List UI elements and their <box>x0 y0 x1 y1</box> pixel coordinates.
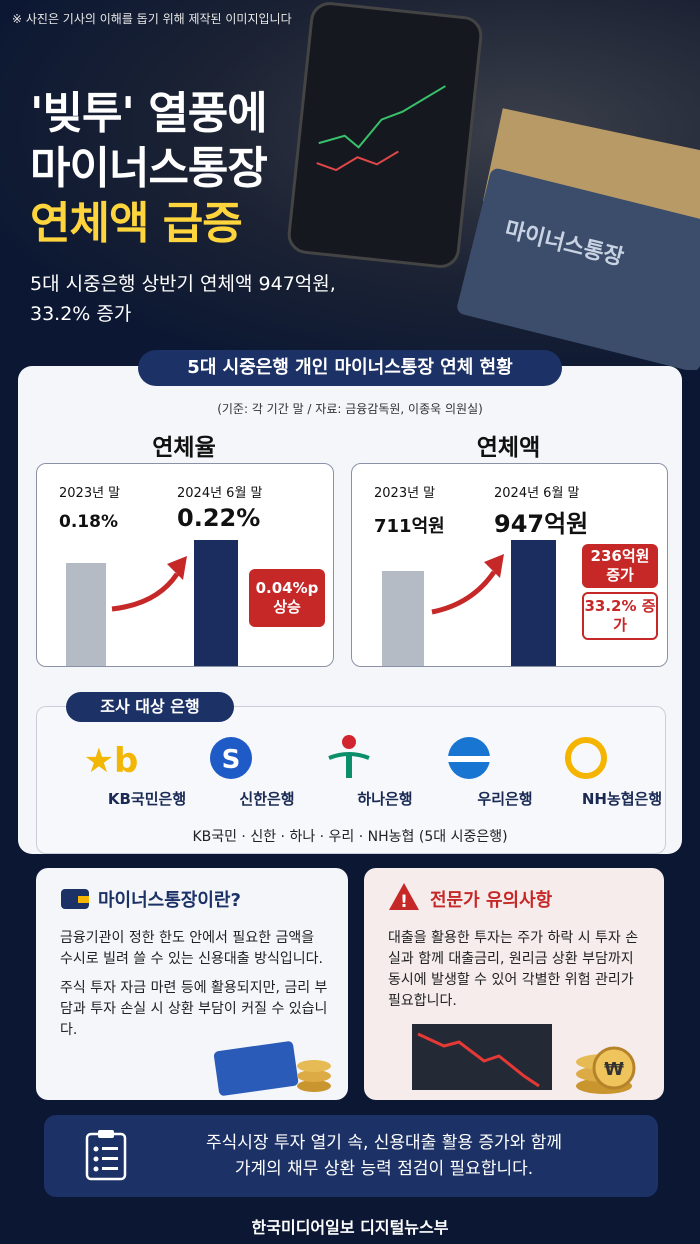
headline-line: 연체액 급증 <box>30 198 243 249</box>
bank-name: KB국민은행 <box>107 790 187 808</box>
bar <box>382 571 424 666</box>
conclusion-banner: 주식시장 투자 열기 속, 신용대출 활용 증가와 함께 가계의 채무 상환 능… <box>44 1115 658 1197</box>
decline-illustration: ₩ <box>412 1024 636 1094</box>
bar <box>66 562 106 666</box>
svg-text:!: ! <box>400 892 408 912</box>
banks-box <box>36 706 666 854</box>
bar <box>194 540 238 666</box>
bank-name: NH농협은행 <box>581 790 663 808</box>
warning-icon: ! <box>389 883 419 912</box>
headline-line: 마이너스통장 <box>30 143 268 194</box>
warning-text: 대출을 활용한 투자는 주가 하락 시 투자 손실과 함께 대출금리, 원리금 … <box>388 928 644 1020</box>
info-title: 마이너스통장이란? <box>98 890 241 911</box>
info-paragraph: 금융기관이 정한 한도 안에서 필요한 금액을 수시로 빌려 쓸 수 있는 신용… <box>60 930 323 967</box>
conclusion-line: 가계의 채무 상환 능력 점검이 필요합니다. <box>234 1159 534 1180</box>
bar <box>511 540 556 666</box>
footer: 한국미디어일보 디지털뉴스부 <box>251 1218 449 1237</box>
value-label: 0.22% <box>177 504 261 532</box>
hero-photo: 마이너스통장 ※ 사진은 기사의 이해를 돕기 위해 제작된 이미지입니다 '빚… <box>0 0 700 370</box>
annotation: 33.2% 증가 <box>582 592 658 640</box>
category-label: 2023년 말 <box>374 486 436 501</box>
bank-name: 우리은행 <box>477 790 533 808</box>
info-card: 마이너스통장이란? 금융기관이 정한 한도 안에서 필요한 금액을 수시로 빌려… <box>36 868 348 1100</box>
checklist-icon <box>85 1130 127 1181</box>
warning-title: 전문가 유의사항 <box>430 890 553 911</box>
chart-box: 2023년 말 711억원 2024년 6월 말 947억원 236억원 증가 33.2%… <box>351 463 668 667</box>
value-label: 947억원 <box>494 510 589 538</box>
notice: ※ 사진은 기사의 이해를 돕기 위해 제작된 이미지입니다 <box>12 12 292 26</box>
hero-illustration: 마이너스통장 <box>287 2 700 370</box>
bank-name: 신한은행 <box>239 790 295 808</box>
category-label: 2023년 말 <box>59 486 121 501</box>
value-label: 0.18% <box>59 512 118 532</box>
conclusion-text: 주식시장 투자 열기 속, 신용대출 활용 증가와 함께 가계의 채무 상환 능… <box>144 1130 624 1183</box>
info-text: 금융기관이 정한 한도 안에서 필요한 금액을 수시로 빌려 쓸 수 있는 신용… <box>60 928 330 1049</box>
annotation: 0.04%p 상승 <box>249 569 325 627</box>
bank-logos: ★b S <box>84 735 607 781</box>
svg-text:S: S <box>222 745 241 775</box>
banks-caption: KB국민 · 신한 · 하나 · 우리 · NH농협 (5대 시중은행) <box>192 829 508 845</box>
headline-line: '빚투' 열풍에 <box>30 88 268 139</box>
category-label: 2024년 6월 말 <box>494 486 580 501</box>
chart-box: 2023년 말 0.18% 2024년 6월 말 0.22% 0.04%p 상승 <box>36 463 334 667</box>
conclusion-line: 주식시장 투자 열기 속, 신용대출 활용 증가와 함께 <box>205 1133 563 1153</box>
banks-title: 조사 대상 은행 <box>66 692 234 722</box>
annotation: 236억원 증가 <box>582 544 658 588</box>
subtitle-line: 5대 시중은행 상반기 연체액 947억원, <box>30 273 336 295</box>
panel-source: (기준: 각 기간 말 / 자료: 금융감독원, 이종욱 의원실) <box>217 402 483 416</box>
info-paragraph: 주식 투자 자금 마련 등에 활용되지만, 금리 부담과 투자 손실 시 상환 … <box>60 980 328 1038</box>
chart-title: 연체액 <box>476 435 541 461</box>
panel-title: 5대 시중은행 개인 마이너스통장 연체 현황 <box>138 350 562 386</box>
category-label: 2024년 6월 말 <box>177 486 263 501</box>
warning-card: ! 전문가 유의사항 대출을 활용한 투자는 주가 하락 시 투자 손실과 함께… <box>364 868 664 1100</box>
wallet-icon <box>61 889 89 909</box>
bank-name: 하나은행 <box>357 790 413 808</box>
svg-text:₩: ₩ <box>604 1059 624 1080</box>
svg-text:★b: ★b <box>84 741 139 781</box>
warning-paragraph: 대출을 활용한 투자는 주가 하락 시 투자 손실과 함께 대출금리, 원리금 … <box>388 930 639 1009</box>
chart-title: 연체율 <box>152 435 216 461</box>
trend-arrow <box>111 556 187 612</box>
value-label: 711억원 <box>374 516 445 537</box>
card-illustration <box>213 1041 331 1096</box>
subtitle-line: 33.2% 증가 <box>30 303 132 325</box>
trend-arrow <box>431 554 504 615</box>
